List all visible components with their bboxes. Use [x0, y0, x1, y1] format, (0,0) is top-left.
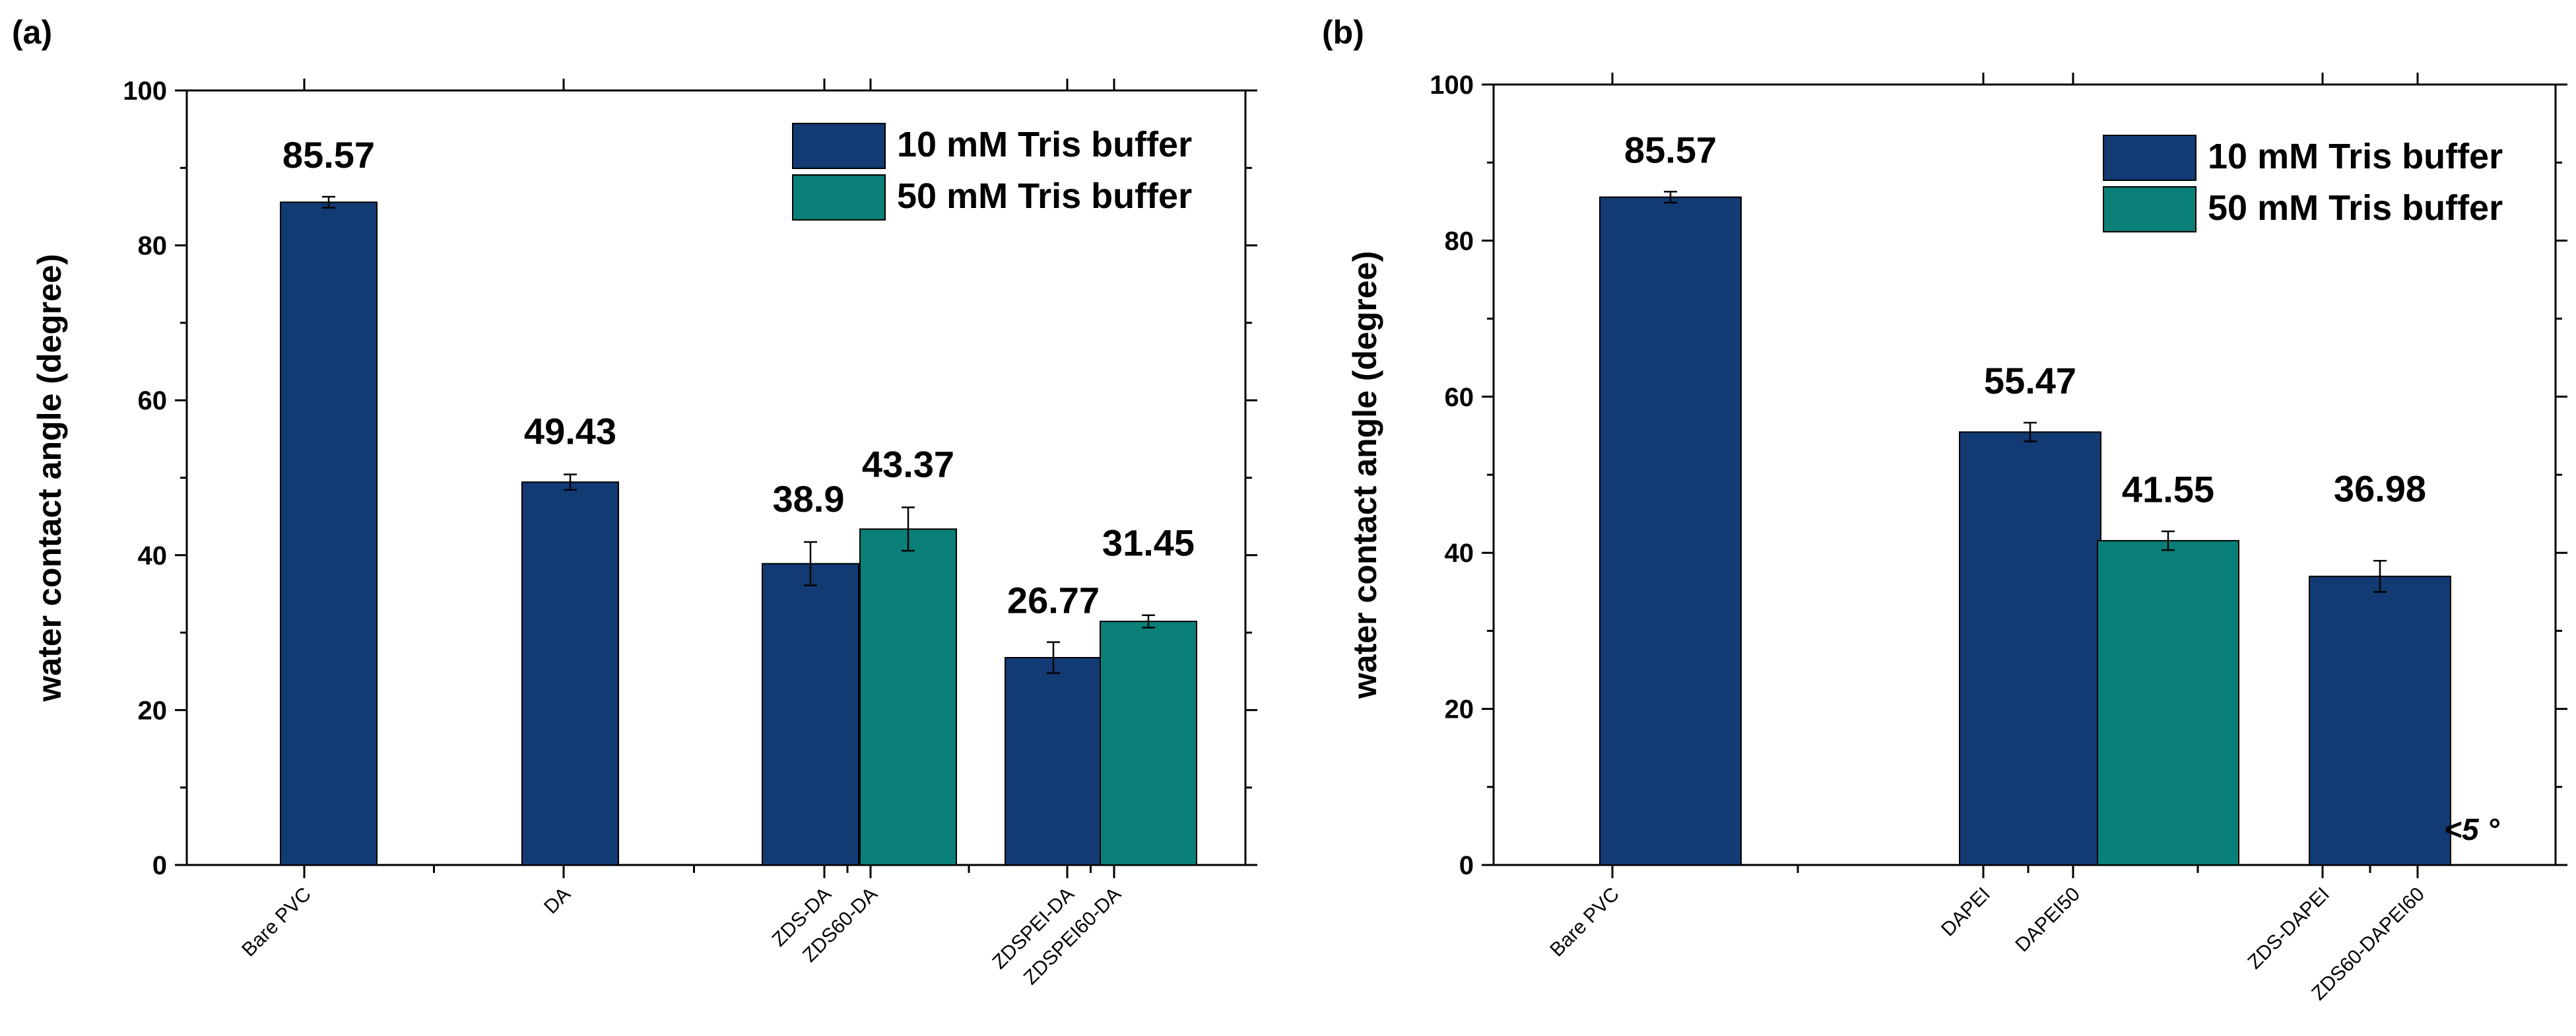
y-tick-label: 40: [138, 541, 168, 570]
bar: [762, 563, 859, 866]
panel-label: (b): [1322, 14, 1364, 51]
panel-a: (a) 0 20 40 60 80 100 water contact angle (degr…: [12, 14, 1257, 989]
data-label: 36.98: [2334, 467, 2426, 509]
legend-label: 10 mM Tris buffer: [897, 125, 1192, 164]
panel-label: (a): [12, 14, 52, 51]
data-label: 55.47: [1984, 360, 2076, 401]
y-tick-label: 80: [138, 232, 168, 261]
y-tick-label: 0: [1459, 851, 1474, 880]
y-tick-label: 60: [138, 386, 168, 415]
legend-label: 50 mM Tris buffer: [897, 176, 1192, 216]
data-label: 85.57: [282, 134, 375, 176]
bar: [2097, 539, 2239, 866]
data-label: 38.9: [773, 478, 845, 520]
data-label: 85.57: [1624, 129, 1717, 170]
legend-label: 50 mM Tris buffer: [2208, 188, 2503, 228]
bar: [1959, 431, 2101, 866]
y-tick-label: 60: [1445, 383, 1474, 412]
data-label: 49.43: [524, 410, 616, 452]
y-axis-label: water contact angle (degree): [31, 254, 68, 703]
y-tick-label: 20: [1445, 695, 1474, 724]
y-tick-label: 100: [1430, 71, 1474, 100]
y-axis-label: water contact angle (degree): [1346, 251, 1383, 699]
legend-swatch: [2103, 135, 2196, 181]
data-label: 31.45: [1102, 522, 1195, 564]
bar: [280, 201, 378, 866]
legend-swatch: [792, 174, 886, 221]
y-tick-label: 100: [123, 77, 167, 106]
y-tick-label: 80: [1445, 226, 1474, 256]
y-tick-label: 40: [1445, 539, 1474, 568]
data-label: 43.37: [862, 443, 954, 485]
legend-swatch: [2103, 186, 2196, 232]
y-tick-label: 0: [152, 851, 167, 880]
bar: [2309, 575, 2451, 866]
annotation: <5 °: [2444, 812, 2499, 846]
bar: [1005, 656, 1102, 866]
bar: [859, 528, 957, 866]
bar: [1100, 621, 1197, 866]
data-label: 26.77: [1007, 580, 1100, 621]
legend-label: 10 mM Tris buffer: [2208, 137, 2503, 176]
legend-swatch: [792, 123, 886, 169]
data-label: 41.55: [2122, 469, 2214, 510]
bar: [1599, 196, 1742, 866]
bar: [521, 481, 619, 866]
y-tick-label: 20: [138, 696, 168, 725]
